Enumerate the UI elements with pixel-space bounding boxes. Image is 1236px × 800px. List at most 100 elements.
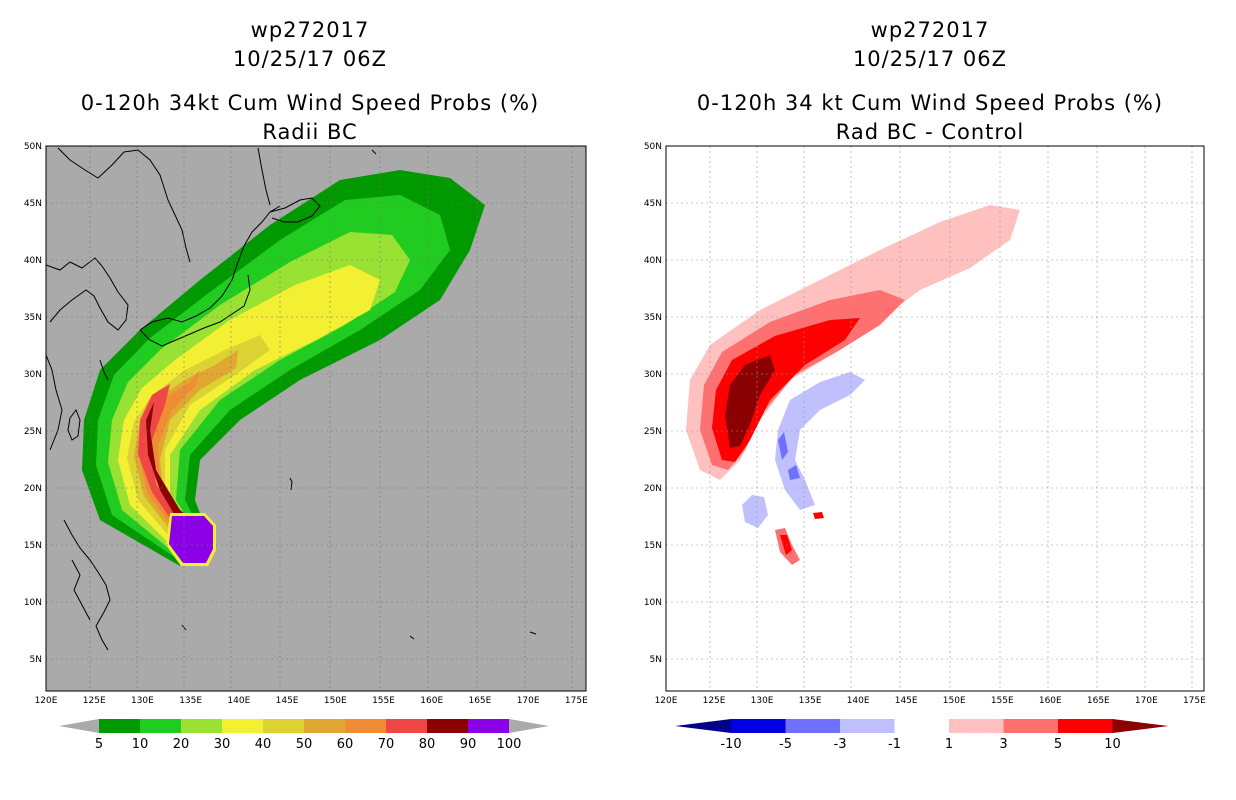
lat-tick-label: 45N bbox=[644, 199, 662, 209]
right-colorbar-swatch bbox=[840, 719, 895, 733]
lat-tick-label: 15N bbox=[24, 541, 42, 551]
left-title-line2: Radii BC bbox=[262, 120, 358, 144]
right-colorbar-swatch bbox=[785, 719, 840, 733]
lat-tick-label: 20N bbox=[644, 484, 662, 494]
prob-70-region bbox=[138, 384, 196, 550]
lon-tick-label: 165E bbox=[468, 696, 491, 706]
left-datetime: 10/25/17 06Z bbox=[232, 47, 388, 71]
right-colorbar-label: -5 bbox=[779, 737, 792, 752]
lat-tick-label: 5N bbox=[650, 655, 662, 665]
lon-tick-label: 150E bbox=[943, 696, 966, 706]
left-colorbar-label: 70 bbox=[378, 737, 395, 752]
left-colorbar-label: 10 bbox=[132, 737, 149, 752]
left-colorbar-high-arrow bbox=[509, 719, 549, 733]
left-colorbar-swatch bbox=[304, 719, 345, 733]
lat-tick-label: 40N bbox=[644, 256, 662, 266]
left-lat-axis-labels: 50N 45N 40N 35N 30N 25N 20N 15N 10N 5N bbox=[24, 142, 42, 665]
lat-tick-label: 25N bbox=[644, 427, 662, 437]
right-title-line2: Rad BC - Control bbox=[835, 120, 1025, 144]
lon-tick-label: 125E bbox=[703, 696, 726, 706]
right-lon-axis-labels: 120E 125E 130E 135E 140E 145E 150E 155E 160E 165E… bbox=[655, 696, 1207, 706]
right-map-frame bbox=[665, 145, 1205, 692]
diff-pos-spot bbox=[813, 512, 824, 519]
lat-tick-label: 25N bbox=[24, 427, 42, 437]
right-colorbar-swatch bbox=[731, 719, 786, 733]
left-storm-id: wp272017 bbox=[250, 18, 370, 42]
right-title-block: wp272017 10/25/17 06Z 0-120h 34 kt Cum W… bbox=[660, 16, 1200, 147]
right-colorbar-label: -3 bbox=[834, 737, 847, 752]
lat-tick-label: 10N bbox=[24, 598, 42, 608]
lon-tick-label: 130E bbox=[131, 696, 154, 706]
left-colorbar-swatch bbox=[427, 719, 468, 733]
lat-tick-label: 30N bbox=[24, 370, 42, 380]
right-colorbar-label: 3 bbox=[999, 737, 1007, 752]
right-colorbar-high-arrow bbox=[1112, 719, 1169, 733]
lat-tick-label: 40N bbox=[24, 256, 42, 266]
left-colorbar-label: 40 bbox=[255, 737, 272, 752]
right-lat-axis-labels: 50N 45N 40N 35N 30N 25N 20N 15N 10N 5N bbox=[644, 142, 662, 665]
right-colorbar-swatch bbox=[949, 719, 1004, 733]
left-title-line1: 0-120h 34kt Cum Wind Speed Probs (%) bbox=[80, 91, 540, 115]
lat-tick-label: 35N bbox=[644, 313, 662, 323]
left-gridlines bbox=[46, 146, 586, 691]
lon-tick-label: 150E bbox=[324, 696, 347, 706]
left-colorbar-label: 30 bbox=[214, 737, 231, 752]
right-colorbar-label: -10 bbox=[720, 737, 741, 752]
lat-tick-label: 45N bbox=[24, 199, 42, 209]
lon-tick-label: 170E bbox=[1135, 696, 1158, 706]
right-colorbar-swatch bbox=[894, 719, 949, 733]
diff-neg-island-region bbox=[742, 495, 768, 528]
prob-30-region bbox=[118, 265, 380, 558]
left-colorbar-swatch bbox=[263, 719, 304, 733]
left-colorbar-swatch bbox=[140, 719, 181, 733]
left-colorbar-swatch bbox=[181, 719, 222, 733]
left-colorbar: 5 10 20 30 40 50 60 70 80 90 100 bbox=[59, 719, 549, 752]
left-colorbar-label: 20 bbox=[173, 737, 190, 752]
lon-tick-label: 120E bbox=[35, 696, 58, 706]
left-lon-axis-labels: 120E 125E 130E 135E 140E 145E 150E 155E 160E 165E… bbox=[35, 696, 589, 706]
lon-tick-label: 130E bbox=[751, 696, 774, 706]
lon-tick-label: 160E bbox=[420, 696, 443, 706]
lon-tick-label: 120E bbox=[655, 696, 678, 706]
lon-tick-label: 160E bbox=[1039, 696, 1062, 706]
lon-tick-label: 135E bbox=[179, 696, 202, 706]
right-title-line1: 0-120h 34 kt Cum Wind Speed Probs (%) bbox=[696, 91, 1164, 115]
lon-tick-label: 140E bbox=[227, 696, 250, 706]
left-colorbar-swatch bbox=[222, 719, 263, 733]
left-colorbar-swatch bbox=[99, 719, 140, 733]
diff-pos10-region bbox=[725, 355, 775, 448]
left-colorbar-label: 80 bbox=[419, 737, 436, 752]
right-storm-id: wp272017 bbox=[870, 18, 990, 42]
lon-tick-label: 155E bbox=[991, 696, 1014, 706]
left-colorbar-label: 90 bbox=[460, 737, 477, 752]
lat-tick-label: 50N bbox=[24, 142, 42, 152]
lon-tick-label: 170E bbox=[517, 696, 540, 706]
lon-tick-label: 140E bbox=[847, 696, 870, 706]
left-colorbar-label: 100 bbox=[497, 737, 522, 752]
lon-tick-label: 145E bbox=[895, 696, 918, 706]
lat-tick-label: 30N bbox=[644, 370, 662, 380]
lon-tick-label: 165E bbox=[1087, 696, 1110, 706]
left-colorbar-swatch bbox=[345, 719, 386, 733]
diff-neg3-region bbox=[778, 432, 800, 480]
right-colorbar-low-arrow bbox=[675, 719, 731, 733]
right-colorbar-label: -1 bbox=[888, 737, 901, 752]
left-colorbar-low-arrow bbox=[59, 719, 99, 733]
right-colorbar-label: 5 bbox=[1054, 737, 1062, 752]
left-colorbar-swatch bbox=[386, 719, 427, 733]
left-colorbar-label: 50 bbox=[296, 737, 313, 752]
right-datetime: 10/25/17 06Z bbox=[852, 47, 1008, 71]
right-colorbar-swatch bbox=[1058, 719, 1113, 733]
right-colorbar-swatch bbox=[1003, 719, 1058, 733]
lon-tick-label: 145E bbox=[276, 696, 299, 706]
lon-tick-label: 135E bbox=[799, 696, 822, 706]
lon-tick-label: 125E bbox=[83, 696, 106, 706]
left-colorbar-swatch bbox=[468, 719, 509, 733]
right-gridlines bbox=[666, 146, 1204, 691]
diff-pos1-region bbox=[686, 205, 1020, 480]
lat-tick-label: 5N bbox=[30, 655, 42, 665]
left-title-block: wp272017 10/25/17 06Z 0-120h 34kt Cum Wi… bbox=[40, 16, 580, 147]
left-probability-field bbox=[82, 170, 485, 566]
right-colorbar-label: 1 bbox=[945, 737, 953, 752]
